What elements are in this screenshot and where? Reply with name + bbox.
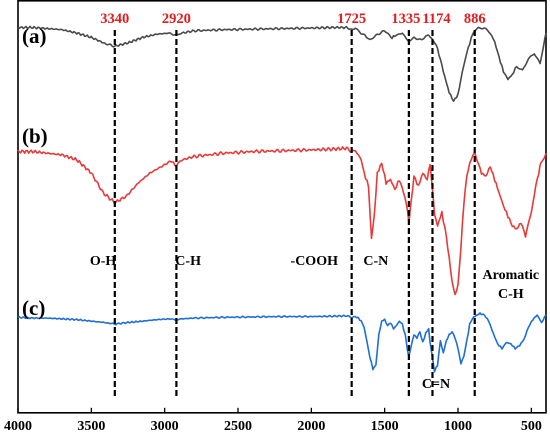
spectrum-line-1 [17, 25, 547, 102]
x-tick-label-3500: 3500 [77, 419, 105, 433]
spectrum-lines [17, 25, 547, 373]
peak-label-2920: 2920 [162, 11, 191, 27]
x-tick-label-3000: 3000 [151, 419, 179, 433]
band-label-c-n-3: C-N [363, 254, 388, 269]
band-label-cooh-2: -COOH [291, 254, 339, 269]
peak-marker-lines [113, 30, 476, 398]
x-tick-label-2500: 2500 [224, 419, 252, 433]
peak-label-886: 886 [464, 11, 486, 27]
band-label-aromatic-5: Aromatic [483, 268, 540, 283]
peak-label-1174: 1174 [422, 11, 450, 27]
spectrum-line-3 [17, 312, 547, 373]
spectrum-line-2 [17, 146, 547, 296]
band-label-c-h-6: C-H [498, 287, 524, 302]
x-tick-label-4000: 4000 [4, 419, 32, 433]
peak-label-1335: 1335 [391, 11, 420, 27]
band-label-c-n-4: C=N [422, 377, 450, 392]
peak-label-1725: 1725 [337, 11, 366, 27]
panel-label-3: (c) [22, 296, 45, 320]
band-label-c-h-1: C-H [175, 254, 201, 269]
x-tick-label-1000: 1000 [444, 419, 472, 433]
x-tick-label-500: 500 [521, 419, 542, 433]
peak-label-3340: 3340 [100, 11, 129, 27]
panel-label-1: (a) [22, 24, 47, 48]
chart-labels: (a) (b) (c) 3340 2920 1725 1335 1174 886 O-H C-H -C… [22, 11, 539, 392]
x-axis-ticks: 4000 3500 3000 2500 2000 1500 1000 500 [4, 407, 542, 434]
panel-label-2: (b) [22, 124, 48, 148]
plot-frame [17, 0, 547, 414]
band-label-o-h-0: O-H [90, 254, 117, 269]
x-tick-label-1500: 1500 [371, 419, 399, 433]
x-tick-label-2000: 2000 [297, 419, 325, 433]
